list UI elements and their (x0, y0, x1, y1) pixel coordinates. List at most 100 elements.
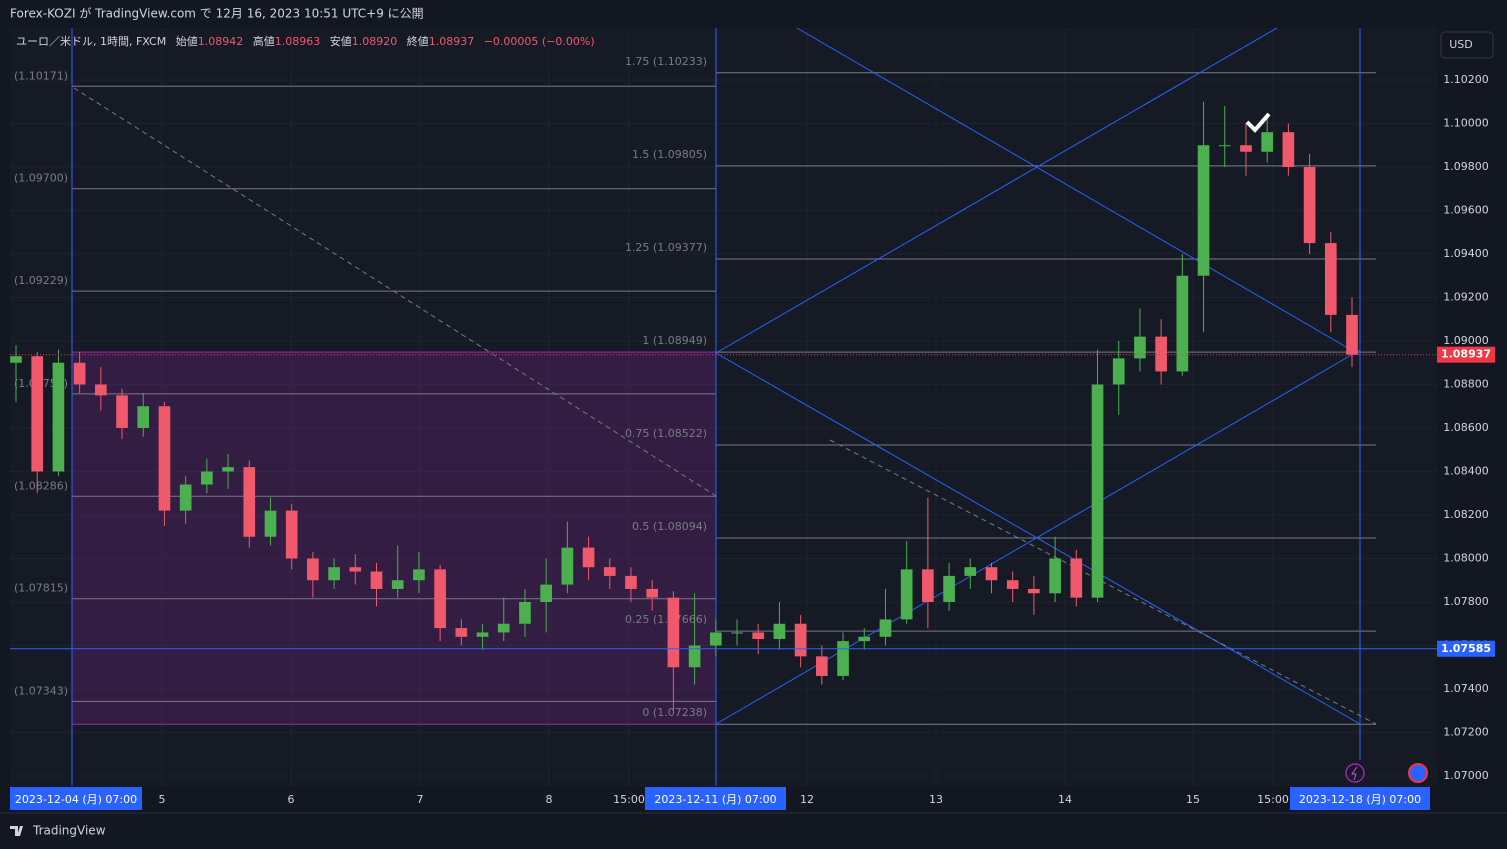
x-tick-label: 15:00 (613, 793, 645, 806)
candle-body (137, 406, 150, 428)
candle-body (1176, 275, 1189, 372)
fib-label: 1.5 (1.09805) (632, 148, 707, 161)
candle-body (1197, 145, 1210, 276)
x-tick-label: 6 (288, 793, 295, 806)
candle-body (922, 569, 934, 602)
candle-body (73, 362, 86, 385)
candle-body (646, 588, 659, 598)
candle-body (222, 467, 234, 472)
candle-body (964, 567, 977, 576)
high: 1.08963 (275, 35, 321, 48)
levels: (1.10171)(1.09700)(1.09229)(1.08757)(1.0… (14, 55, 1376, 725)
dashed-line (73, 87, 717, 497)
candle-body (1091, 384, 1104, 598)
candle-body (1134, 336, 1146, 359)
candle-body (667, 597, 680, 668)
lightning (1351, 766, 1358, 781)
last-price-badge (1437, 346, 1495, 363)
x-tick-label: 2023-12-11 (月) 07:00 (654, 793, 776, 806)
fib-label: 0.75 (1.08522) (625, 427, 707, 440)
x-tick-label: 13 (929, 793, 943, 806)
candle-body (243, 467, 256, 537)
candle-body (773, 623, 786, 639)
candle-body (519, 601, 531, 624)
open-label: 始値 (176, 34, 198, 48)
x-label-badge (1290, 787, 1430, 810)
x-label-badge (645, 787, 786, 810)
candle-body (434, 569, 446, 629)
candle-body (94, 384, 107, 396)
candle-body (1049, 558, 1061, 594)
candle-body (264, 510, 277, 537)
candle-body (1112, 358, 1125, 385)
hline-label: 1.07585 (1441, 642, 1491, 655)
publish-header: Forex-KOZI が TradingView.com で 12月 16, 2… (10, 6, 424, 21)
candle-body (52, 362, 65, 472)
open: 1.08942 (198, 35, 244, 48)
y-tick-label: 1.07000 (1443, 769, 1489, 782)
x-tick-label: 15:00 (1257, 793, 1289, 806)
candle-body (1155, 336, 1167, 372)
fib-label: 1.75 (1.10233) (625, 55, 707, 68)
last-price-label: 1.08937 (1441, 348, 1491, 361)
y-tick-label: 1.07800 (1443, 595, 1489, 608)
trend-line (796, 27, 1361, 356)
x-tick-label: 14 (1058, 793, 1072, 806)
y-tick-label: 1.07200 (1443, 725, 1489, 738)
trend-line (715, 27, 1278, 354)
candle-body (476, 632, 489, 637)
candle-body (370, 571, 383, 589)
x-tick-label: 5 (159, 793, 166, 806)
currency-button[interactable] (1440, 31, 1494, 59)
candle-body (582, 547, 595, 568)
y-tick-label: 1.10000 (1443, 116, 1489, 129)
candle-body (985, 567, 998, 581)
fib-label: 0 (1.07238) (642, 706, 707, 719)
fib-label: 0.5 (1.08094) (632, 520, 707, 533)
symbol: ユーロ／米ドル, 1時間, FXCM (16, 35, 166, 48)
y-tick-label: 1.10200 (1443, 73, 1489, 86)
range-box (71, 351, 717, 725)
trend-lines (71, 27, 1361, 786)
legend-line: ユーロ／米ドル, 1時間, FXCM 始値1.08942 高値1.08963 安… (16, 34, 595, 48)
x-tick-label: 15 (1186, 793, 1200, 806)
y-tick-label: 1.08600 (1443, 421, 1489, 434)
candle-body (201, 471, 213, 485)
candle-body (307, 558, 319, 581)
grid (10, 28, 1437, 786)
y-axis: 1.10200 1.10000 1.09800 1.09600 1.09400 1.092… (1437, 73, 1495, 782)
candle-body (1240, 145, 1252, 152)
candle-body (688, 645, 701, 668)
low-label: 安値 (330, 34, 352, 48)
close-label: 終値 (407, 34, 429, 48)
y-tick-label: 1.09000 (1443, 334, 1489, 347)
level-label: (1.07343) (14, 684, 68, 697)
tv-logo (10, 826, 23, 836)
candle-body (10, 356, 22, 363)
candle-body (794, 623, 807, 657)
level-label: (1.09700) (14, 172, 68, 185)
candle-body (625, 575, 637, 589)
legend: ユーロ／米ドル, 1時間, FXCM 始値1.08942 高値1.08963 安… (16, 34, 595, 48)
economic-icon[interactable] (1408, 763, 1428, 783)
candle-body (1028, 588, 1040, 594)
close: 1.08937 (429, 35, 475, 48)
x-tick-label: 2023-12-04 (月) 07:00 (15, 793, 137, 806)
x-tick-label: 8 (546, 793, 553, 806)
currency: USD (1449, 38, 1473, 51)
candle-body (413, 569, 425, 581)
candle-body (1324, 243, 1337, 315)
candle-body (497, 623, 510, 633)
level-label: (1.09229) (14, 274, 68, 287)
candle-body (561, 547, 574, 585)
price-axis (1437, 28, 1507, 786)
fib-label: 0.25 (1.07666) (625, 613, 707, 626)
event-icon[interactable] (1345, 763, 1365, 783)
candle-body (31, 356, 44, 472)
candle-body (943, 575, 955, 602)
candle-body (816, 656, 828, 676)
y-tick-label: 1.09400 (1443, 247, 1489, 260)
y-tick-label: 1.09600 (1443, 203, 1489, 216)
candle-body (158, 406, 171, 511)
